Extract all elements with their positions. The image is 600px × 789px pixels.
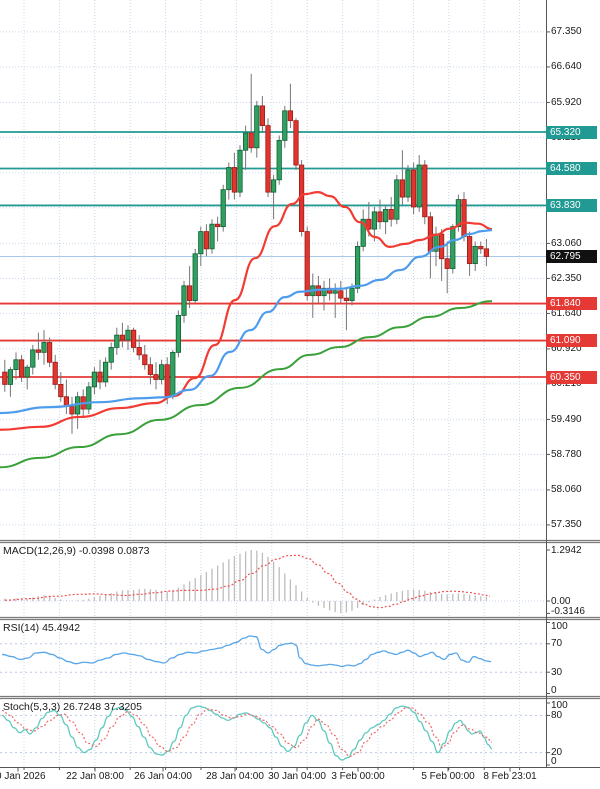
time-axis-label: 30 Jan 04:00	[268, 771, 326, 782]
support-badge: 61.090	[546, 334, 597, 348]
rsi-axis-label: 30	[551, 666, 563, 678]
macd-axis-label: 0.00	[551, 595, 571, 607]
price-tick-label: 59.490	[551, 413, 582, 425]
stoch-indicator-label: Stoch(5,3,3) 26.7248 37.3205	[3, 701, 142, 713]
time-axis-label: 8 Feb 23:01	[483, 771, 537, 782]
price-tick-label: 67.350	[551, 26, 582, 38]
support-badge: 60.350	[546, 370, 597, 384]
rsi-axis-label: 70	[551, 638, 563, 650]
time-axis-label: 22 Jan 08:00	[66, 771, 124, 782]
time-axis-label: 3 Feb 00:00	[331, 771, 385, 782]
time-axis-label: 28 Jan 04:00	[206, 771, 264, 782]
rsi-indicator-label: RSI(14) 45.4942	[3, 622, 81, 634]
macd-axis-label: -0.3146	[551, 605, 585, 617]
current-price-badge: 62.795	[546, 249, 597, 263]
price-tick-label: 60.920	[551, 343, 582, 355]
stoch-axis-label: 100	[551, 699, 568, 711]
price-tick-label: 61.640	[551, 307, 582, 319]
resistance-badge: 64.580	[546, 161, 597, 175]
price-tick-label: 62.350	[551, 272, 582, 284]
macd-indicator-label: MACD(12,26,9) -0.0398 0.0873	[3, 545, 150, 557]
resistance-badge: 63.830	[546, 198, 597, 212]
price-tick-label: 65.920	[551, 96, 582, 108]
time-axis-label: 5 Feb 00:00	[421, 771, 475, 782]
price-tick-label: 57.350	[551, 519, 582, 531]
time-axis-label: 20 Jan 2026	[0, 771, 46, 782]
price-tick-label: 68.070	[551, 0, 582, 3]
price-tick-label: 66.640	[551, 61, 582, 73]
resistance-badge: 65.320	[546, 125, 597, 139]
time-axis-label: 26 Jan 04:00	[134, 771, 192, 782]
price-tick-label: 63.060	[551, 237, 582, 249]
rsi-axis-label: 100	[551, 620, 568, 632]
stoch-axis-label: 20	[551, 747, 563, 759]
support-badge: 61.840	[546, 297, 597, 311]
rsi-axis-label: 0	[551, 684, 557, 696]
price-tick-label: 58.780	[551, 448, 582, 460]
price-tick-label: 58.060	[551, 484, 582, 496]
price-tick-label: 60.210	[551, 378, 582, 390]
stoch-axis-label: 0	[551, 755, 557, 767]
macd-axis-label: 1.2942	[551, 544, 582, 556]
stoch-axis-label: 80	[551, 709, 563, 721]
